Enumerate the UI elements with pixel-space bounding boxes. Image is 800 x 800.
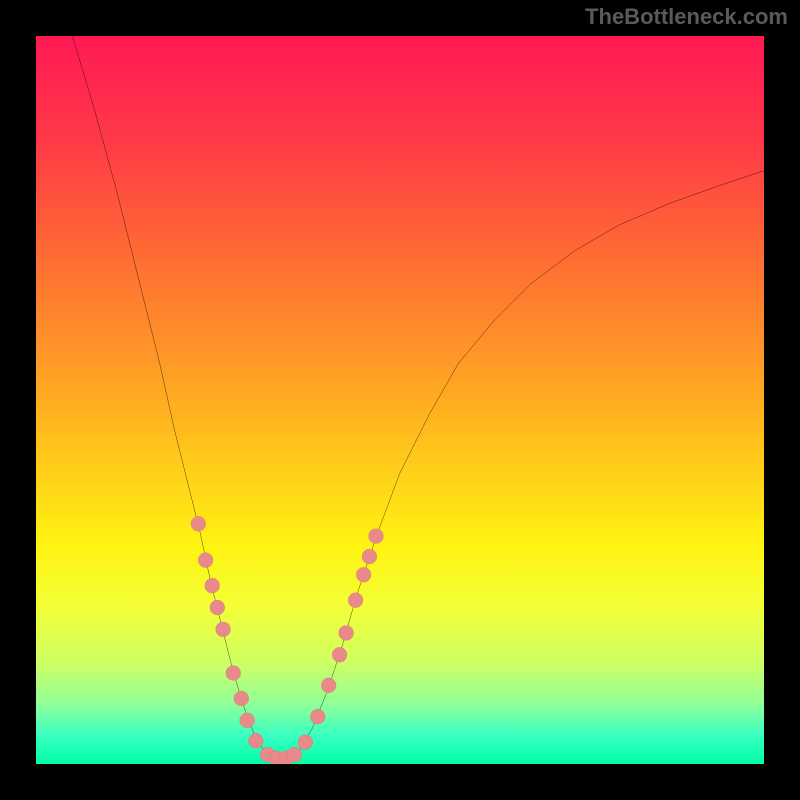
marker-dot — [234, 691, 249, 706]
marker-dot — [298, 735, 313, 750]
marker-dot — [226, 666, 241, 681]
curve-markers — [191, 516, 384, 764]
marker-dot — [205, 578, 220, 593]
marker-dot — [368, 529, 383, 544]
marker-dot — [356, 567, 371, 582]
marker-dot — [216, 622, 231, 637]
marker-dot — [339, 625, 354, 640]
marker-dot — [348, 593, 363, 608]
marker-dot — [321, 678, 336, 693]
bottleneck-curve — [72, 36, 764, 760]
marker-dot — [248, 733, 263, 748]
chart-overlay — [36, 36, 764, 764]
marker-dot — [191, 516, 206, 531]
marker-dot — [210, 600, 225, 615]
marker-dot — [240, 713, 255, 728]
marker-dot — [287, 747, 302, 762]
marker-dot — [332, 647, 347, 662]
watermark-text: TheBottleneck.com — [585, 4, 788, 30]
marker-dot — [310, 709, 325, 724]
marker-dot — [362, 549, 377, 564]
plot-area — [36, 36, 764, 764]
marker-dot — [198, 553, 213, 568]
